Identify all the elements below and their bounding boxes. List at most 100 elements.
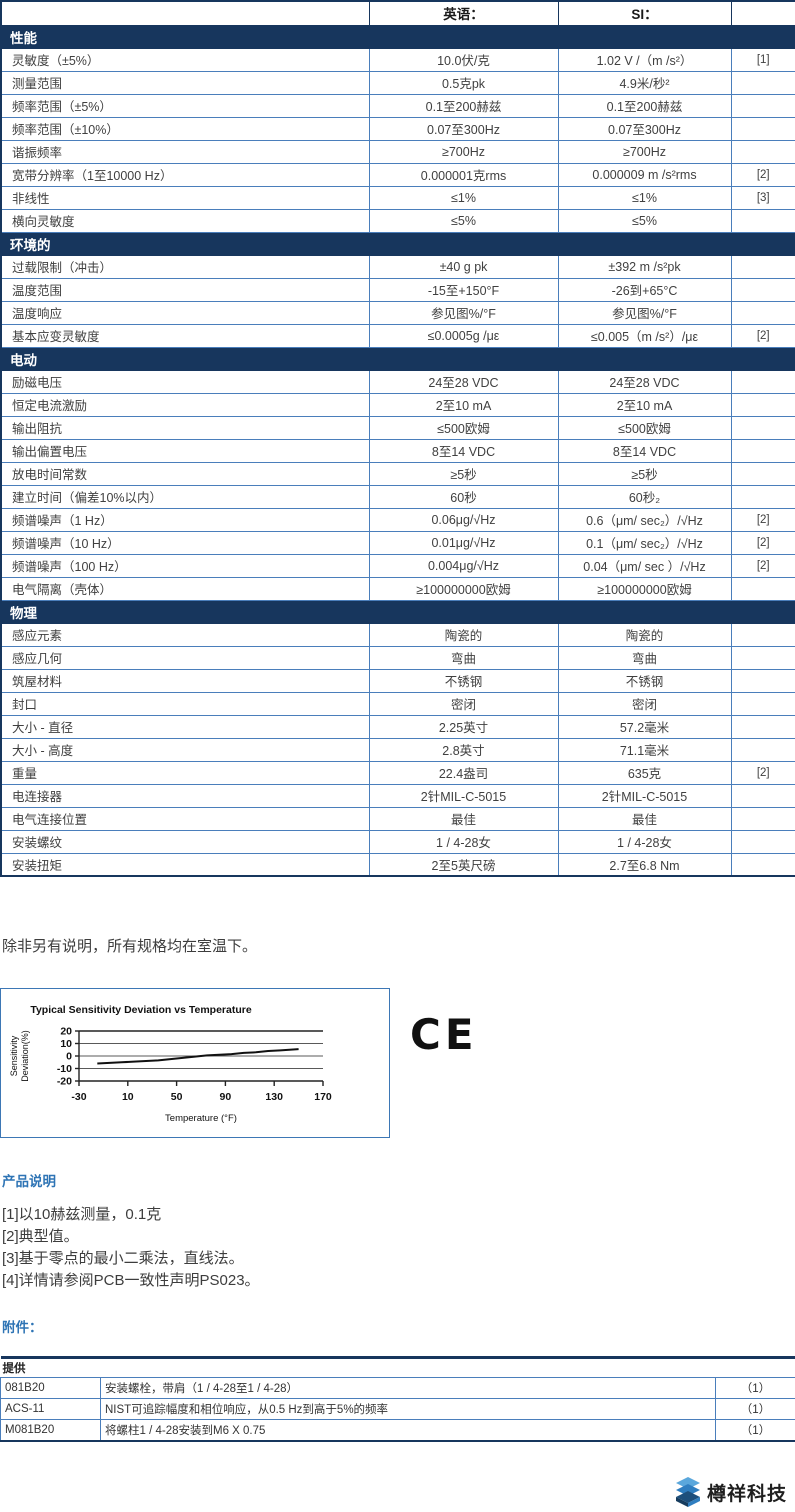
spec-row: 封口 密闭 密闭	[0, 691, 795, 716]
spec-row: 温度响应 参见图%/°F 参见图%/°F	[0, 300, 795, 325]
spec-header-empty	[0, 0, 370, 25]
accessories-table: 提供 081B20 安装螺栓，带肩（1 / 4-28至1 / 4-28） （1） AC…	[0, 1356, 795, 1442]
logo-layers-icon	[675, 1477, 700, 1507]
spec-label: 频率范围（±10%）	[0, 116, 370, 141]
spec-value-english: 参见图%/°F	[368, 300, 559, 325]
spec-value-si: 57.2毫米	[557, 714, 732, 739]
spec-value-si: ≥100000000欧姆	[557, 576, 732, 601]
chart-xtick-label: 10	[122, 1091, 134, 1103]
section-title: 物理	[0, 599, 795, 624]
spec-label: 过载限制（冲击）	[0, 254, 370, 279]
accessories-table-wrap: 提供 081B20 安装螺栓，带肩（1 / 4-28至1 / 4-28） （1） AC…	[0, 1356, 795, 1442]
spec-row: 温度范围 -15至+150°F -26到+65°C	[0, 277, 795, 302]
spec-value-english: ≤0.0005g /με	[368, 323, 559, 348]
product-note: [3]基于零点的最小二乘法，直线法。	[2, 1250, 244, 1267]
accessories-heading: 附件：	[2, 1320, 43, 1335]
spec-row: 输出阻抗 ≤500欧姆 ≤500欧姆	[0, 415, 795, 440]
chart-title: Typical Sensitivity Deviation vs Tempera…	[30, 1004, 252, 1016]
spec-note-ref	[730, 392, 795, 417]
chart-ytick-label: -10	[57, 1063, 72, 1075]
section-header-row: 环境的	[0, 231, 795, 256]
spec-note-ref: [2]	[730, 760, 795, 785]
spec-row: 感应元素 陶瓷的 陶瓷的	[0, 622, 795, 647]
spec-note-ref	[730, 438, 795, 463]
spec-label: 横向灵敏度	[0, 208, 370, 233]
accessory-model: 081B20	[0, 1377, 101, 1399]
spec-row: 频谱噪声（1 Hz） 0.06μg/√Hz 0.6（μm/ sec₂）/√Hz [2]	[0, 507, 795, 532]
accessory-description: 安装螺栓，带肩（1 / 4-28至1 / 4-28）	[100, 1377, 716, 1399]
section-title: 性能	[0, 24, 795, 49]
spec-value-si: 0.1（μm/ sec₂）/√Hz	[557, 530, 732, 555]
spec-note-ref	[730, 691, 795, 716]
spec-row: 安装扭矩 2至5英尺磅 2.7至6.8 Nm	[0, 852, 795, 877]
spec-note-ref	[730, 668, 795, 693]
spec-value-english: 2.25英寸	[368, 714, 559, 739]
spec-label: 灵敏度（±5%）	[0, 47, 370, 72]
spec-value-si: 弯曲	[557, 645, 732, 670]
sensitivity-chart-svg: Typical Sensitivity Deviation vs Tempera…	[9, 1004, 332, 1124]
spec-label: 励磁电压	[0, 369, 370, 394]
accessory-model: ACS-11	[0, 1398, 101, 1420]
spec-row: 频谱噪声（100 Hz） 0.004μg/√Hz 0.04（μm/ sec ）/√H…	[0, 553, 795, 578]
spec-label: 重量	[0, 760, 370, 785]
accessory-row: M081B20 将螺柱1 / 4-28安装到M6 X 0.75 （1）	[0, 1419, 795, 1442]
spec-value-si: ≥5秒	[557, 461, 732, 486]
spec-note-ref	[730, 369, 795, 394]
spec-header-note-empty	[730, 0, 795, 25]
accessory-quantity: （1）	[715, 1419, 795, 1442]
spec-row: 基本应变灵敏度 ≤0.0005g /με ≤0.005（m /s²）/με [2]	[0, 323, 795, 348]
spec-value-si: 24至28 VDC	[557, 369, 732, 394]
spec-label: 安装螺纹	[0, 829, 370, 854]
spec-note-ref	[730, 461, 795, 486]
spec-header-english: 英语：	[368, 0, 559, 25]
spec-note-ref	[730, 415, 795, 440]
spec-value-english: -15至+150°F	[368, 277, 559, 302]
spec-value-english: 最佳	[368, 806, 559, 831]
spec-note-ref: [2]	[730, 507, 795, 532]
spec-label: 放电时间常数	[0, 461, 370, 486]
logo-text: 樽祥科技	[706, 1483, 787, 1505]
spec-label: 输出阻抗	[0, 415, 370, 440]
spec-label: 大小 - 高度	[0, 737, 370, 762]
accessory-description: 将螺柱1 / 4-28安装到M6 X 0.75	[100, 1419, 716, 1442]
spec-value-si: ≤0.005（m /s²）/με	[557, 323, 732, 348]
spec-value-english: 22.4盎司	[368, 760, 559, 785]
spec-value-si: 0.07至300Hz	[557, 116, 732, 141]
accessories-table-header: 提供	[0, 1356, 795, 1378]
spec-note-ref	[730, 852, 795, 877]
spec-value-si: 1 / 4-28女	[557, 829, 732, 854]
accessory-row: ACS-11 NIST可追踪幅度和相位响应，从0.5 Hz到高于5%的频率 （1）	[0, 1398, 795, 1420]
spec-value-english: 0.07至300Hz	[368, 116, 559, 141]
spec-note-ref	[730, 806, 795, 831]
spec-value-si: 0.04（μm/ sec ）/√Hz	[557, 553, 732, 578]
spec-label: 电气连接位置	[0, 806, 370, 831]
spec-label: 温度范围	[0, 277, 370, 302]
spec-value-si: 60秒₂	[557, 484, 732, 509]
ce-mark: CE	[410, 1010, 478, 1059]
spec-row: 频谱噪声（10 Hz） 0.01μg/√Hz 0.1（μm/ sec₂）/√Hz [2…	[0, 530, 795, 555]
spec-label: 频谱噪声（10 Hz）	[0, 530, 370, 555]
spec-row: 宽带分辨率（1至10000 Hz） 0.000001克rms 0.000009 m …	[0, 162, 795, 187]
spec-note-ref: [1]	[730, 47, 795, 72]
spec-value-si: 密闭	[557, 691, 732, 716]
spec-note-ref	[730, 70, 795, 95]
spec-label: 封口	[0, 691, 370, 716]
chart-xtick-label: -30	[71, 1091, 86, 1103]
chart-ytick-label: -20	[57, 1076, 72, 1088]
spec-value-si: 2.7至6.8 Nm	[557, 852, 732, 877]
spec-note-ref	[730, 484, 795, 509]
spec-value-english: 密闭	[368, 691, 559, 716]
spec-row: 重量 22.4盎司 635克 [2]	[0, 760, 795, 785]
spec-note-ref	[730, 300, 795, 325]
spec-value-si: 0.000009 m /s²rms	[557, 162, 732, 187]
spec-value-english: 2至10 mA	[368, 392, 559, 417]
spec-note-ref	[730, 622, 795, 647]
spec-note-ref	[730, 93, 795, 118]
spec-value-english: 2至5英尺磅	[368, 852, 559, 877]
spec-value-english: 0.000001克rms	[368, 162, 559, 187]
product-note: [2]典型值。	[2, 1228, 79, 1245]
spec-label: 谐振频率	[0, 139, 370, 164]
spec-value-si: 0.6（μm/ sec₂）/√Hz	[557, 507, 732, 532]
spec-value-si: ≥700Hz	[557, 139, 732, 164]
spec-label: 电连接器	[0, 783, 370, 808]
